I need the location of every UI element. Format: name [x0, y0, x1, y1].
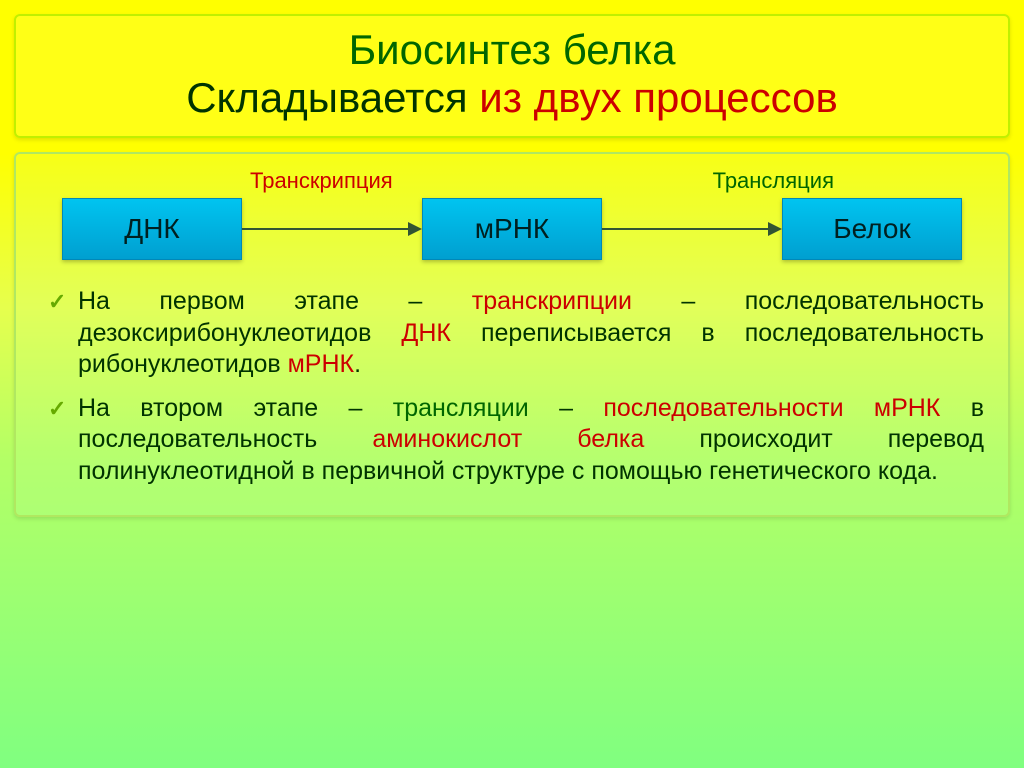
text-span: – — [529, 394, 604, 422]
text-span: На первом этапе – — [78, 287, 472, 315]
title-line-2-dark: Складывается — [186, 74, 467, 121]
arrow-head-icon — [408, 222, 422, 236]
flow-arrow-2 — [602, 222, 782, 236]
arrow-head-icon — [768, 222, 782, 236]
flow-label-translation: Трансляция — [713, 168, 834, 194]
flow-process-labels: Транскрипция Трансляция — [40, 168, 984, 194]
flow-node-mrna: мРНК — [422, 198, 602, 260]
flow-node-protein: Белок — [782, 198, 962, 260]
text-span: На втором этапе – — [78, 394, 393, 422]
text-span: ДНК — [401, 319, 451, 347]
text-span: последовательности мРНК — [603, 394, 940, 422]
flow-arrow-1 — [242, 222, 422, 236]
arrow-line-icon — [242, 228, 408, 230]
title-line-2-red: из двух процессов — [479, 74, 838, 121]
text-span: . — [354, 350, 361, 378]
flow-node-dna: ДНК — [62, 198, 242, 260]
text-span: транскрипции — [472, 287, 632, 315]
flow-label-transcription: Транскрипция — [250, 168, 393, 194]
text-span: мРНК — [288, 350, 354, 378]
list-item: На втором этапе – трансляции – последова… — [48, 393, 984, 488]
arrow-line-icon — [602, 228, 768, 230]
title-panel: Биосинтез белка Складывается из двух про… — [14, 14, 1010, 138]
content-panel: Транскрипция Трансляция ДНК мРНК Белок Н… — [14, 152, 1010, 517]
body-text-list: На первом этапе – транскрипции – последо… — [40, 286, 984, 487]
list-item: На первом этапе – транскрипции – последо… — [48, 286, 984, 381]
text-span: аминокислот белка — [372, 425, 644, 453]
text-span: трансляции — [393, 394, 529, 422]
title-line-2: Складывается из двух процессов — [34, 74, 990, 122]
flow-diagram: ДНК мРНК Белок — [40, 198, 984, 260]
title-line-1: Биосинтез белка — [34, 26, 990, 74]
